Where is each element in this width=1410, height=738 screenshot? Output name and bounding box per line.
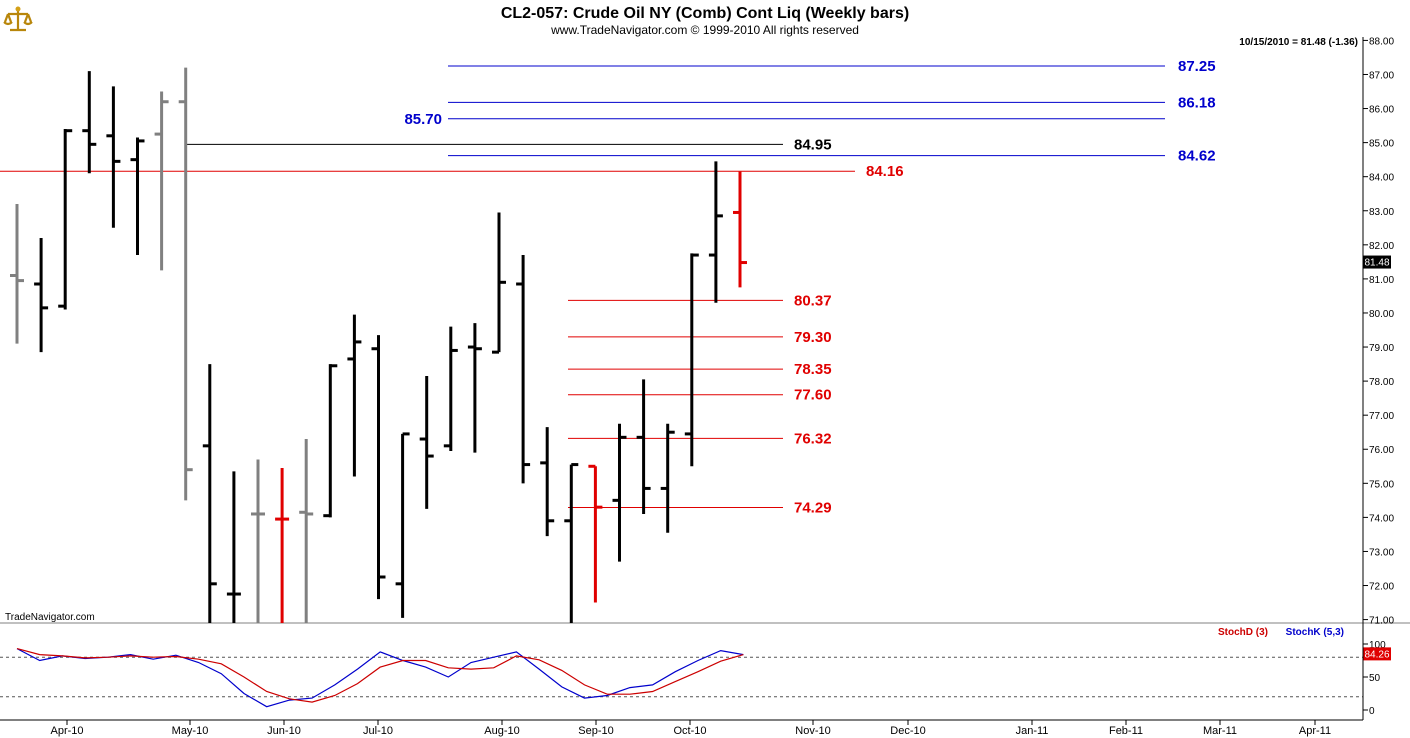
- x-tick-label: Jul-10: [363, 725, 393, 737]
- x-tick-label: Apr-10: [50, 725, 83, 737]
- ohlc-bar: [467, 323, 482, 453]
- stoch-y-axis: 100 50 0: [1363, 640, 1386, 717]
- level-label: 76.32: [794, 430, 832, 447]
- price-y-tick-label: 81.00: [1369, 275, 1394, 286]
- ohlc-bar: [395, 432, 410, 618]
- price-y-tick-label: 84.00: [1369, 173, 1394, 184]
- ohlc-bar: [660, 423, 675, 533]
- ohlc-bar: [251, 459, 265, 623]
- ohlc-bar: [443, 326, 458, 451]
- ohlc-bar: [10, 203, 24, 344]
- ohlc-bar: [347, 314, 362, 477]
- x-tick-label: Dec-10: [890, 725, 925, 737]
- level-label: 79.30: [794, 329, 832, 346]
- price-y-tick-label: 88.00: [1369, 36, 1394, 47]
- price-y-tick-label: 83.00: [1369, 207, 1394, 218]
- ohlc-bar: [516, 255, 531, 484]
- price-y-tick-label: 86.00: [1369, 105, 1394, 116]
- price-y-tick-label: 74.00: [1369, 513, 1394, 524]
- x-tick-label: Mar-11: [1203, 725, 1237, 737]
- price-y-axis: 88.00 87.00 86.00 85.00 84.00 83.00 82.00 81.00…: [1363, 36, 1394, 627]
- ohlc-bar: [178, 67, 193, 501]
- ohlc-bar: [419, 375, 434, 509]
- chart-title: CL2-057: Crude Oil NY (Comb) Cont Liq (W…: [501, 5, 909, 22]
- ohlc-bar: [733, 171, 747, 288]
- ohlc-bar: [58, 128, 73, 310]
- level-lines: 87.25 86.18 85.70 84.95 84.62 84.16 80.37 79.30…: [0, 58, 1216, 517]
- ohlc-bar: [34, 238, 49, 353]
- price-y-tick-label: 79.00: [1369, 343, 1394, 354]
- price-y-tick-label: 78.00: [1369, 377, 1394, 388]
- level-label: 77.60: [794, 387, 832, 404]
- last-price-tag: 81.48: [1363, 255, 1391, 269]
- price-y-tick-label: 71.00: [1369, 616, 1394, 627]
- price-y-tick-label: 76.00: [1369, 445, 1394, 456]
- level-label: 87.25: [1178, 58, 1216, 75]
- level-label: 74.29: [794, 500, 832, 517]
- watermark: TradeNavigator.com: [5, 612, 95, 623]
- stoch-d-legend: StochD (3): [1218, 627, 1268, 638]
- x-axis: Apr-10 May-10 Jun-10 Jul-10 Aug-10 Sep-10 Oct-…: [50, 720, 1331, 737]
- level-label: 78.35: [794, 361, 832, 378]
- x-tick-label: Feb-11: [1109, 725, 1143, 737]
- stochastic-panel: [0, 625, 1363, 720]
- last-price-value: 81.48: [1364, 258, 1389, 269]
- copyright-text: www.TradeNavigator.com © 1999-2010 All r…: [550, 23, 859, 37]
- ohlc-bars: [10, 67, 747, 623]
- level-label: 80.37: [794, 292, 832, 309]
- level-label: 85.70: [404, 111, 442, 128]
- ohlc-bar: [154, 91, 169, 271]
- level-label: 84.95: [794, 136, 832, 153]
- price-y-tick-label: 80.00: [1369, 309, 1394, 320]
- x-tick-label: Nov-10: [795, 725, 830, 737]
- price-y-tick-label: 87.00: [1369, 70, 1394, 81]
- ohlc-bar: [226, 471, 241, 623]
- x-tick-label: Aug-10: [484, 725, 519, 737]
- ohlc-bar: [612, 423, 627, 562]
- x-tick-label: Oct-10: [673, 725, 706, 737]
- x-tick-label: May-10: [172, 725, 209, 737]
- stoch-y-tick-label: 50: [1369, 673, 1381, 684]
- price-y-tick-label: 85.00: [1369, 139, 1394, 150]
- price-panel: [0, 37, 1363, 623]
- x-tick-label: Jan-11: [1016, 725, 1049, 737]
- ohlc-bar: [130, 137, 145, 256]
- x-tick-label: Apr-11: [1299, 725, 1331, 737]
- quote-readout: 10/15/2010 = 81.48 (-1.36): [1239, 37, 1358, 48]
- level-label: 84.16: [866, 163, 904, 180]
- ohlc-bar: [275, 467, 290, 623]
- price-y-tick-label: 77.00: [1369, 411, 1394, 422]
- level-label: 86.18: [1178, 94, 1216, 111]
- price-y-tick-label: 73.00: [1369, 547, 1394, 558]
- logo-icon: [3, 3, 33, 36]
- price-y-tick-label: 72.00: [1369, 582, 1394, 593]
- ohlc-bar: [564, 463, 579, 623]
- ohlc-bar: [106, 86, 121, 228]
- ohlc-bar: [540, 427, 555, 537]
- ohlc-bar: [299, 439, 314, 623]
- ohlc-bar: [323, 364, 338, 518]
- ohlc-bar: [371, 335, 386, 600]
- ohlc-bar: [492, 212, 506, 354]
- stoch-k-legend: StochK (5,3): [1286, 627, 1344, 638]
- ohlc-bar: [708, 161, 723, 303]
- price-y-tick-label: 82.00: [1369, 241, 1394, 252]
- stoch-last-tag: 84.26: [1363, 647, 1391, 661]
- stoch-y-tick-label: 0: [1369, 706, 1375, 717]
- stoch-y-tick-label: 100: [1369, 640, 1386, 651]
- x-tick-label: Sep-10: [578, 725, 613, 737]
- stoch-last-value: 84.26: [1364, 649, 1389, 660]
- level-label: 84.62: [1178, 148, 1216, 165]
- x-tick-label: Jun-10: [267, 725, 301, 737]
- stoch-d-line: [16, 648, 744, 703]
- ohlc-bar: [684, 253, 699, 467]
- stochastic-lines: [0, 648, 1363, 708]
- price-y-tick-label: 75.00: [1369, 479, 1394, 490]
- ohlc-bar: [636, 379, 651, 514]
- ohlc-bar: [202, 364, 217, 623]
- ohlc-bar: [588, 464, 603, 603]
- ohlc-bar: [82, 71, 97, 174]
